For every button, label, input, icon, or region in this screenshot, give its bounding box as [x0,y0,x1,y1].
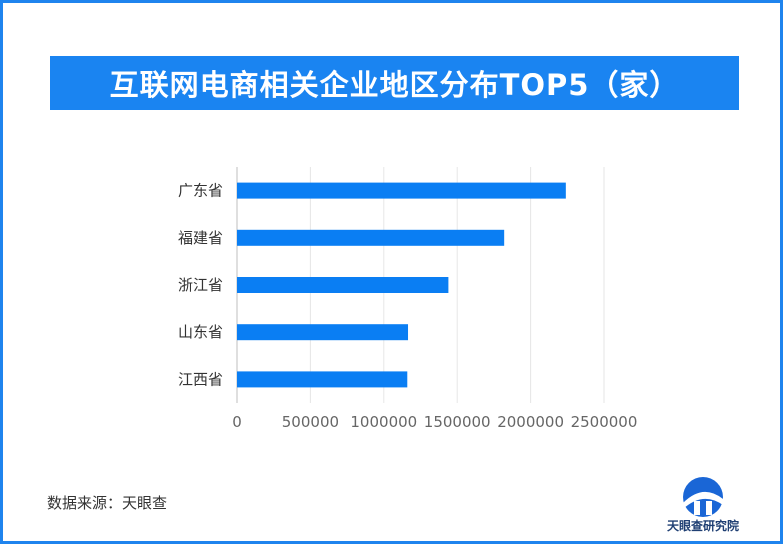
chart-title: 互联网电商相关企业地区分布TOP5（家） [50,56,739,110]
data-source: 数据来源：天眼查 [47,494,168,512]
tianyancha-logo-icon [683,477,723,517]
brand-logo: 天眼查研究院 [658,473,748,537]
bar-1 [237,229,505,246]
category-label: 浙江省 [178,276,223,294]
bar-4 [237,371,408,388]
x-tick-label: 2000000 [497,413,564,431]
x-tick-label: 1000000 [350,413,417,431]
logo-text: 天眼查研究院 [666,519,739,533]
category-label: 广东省 [178,182,223,200]
bar-3 [237,324,409,341]
x-tick-label: 1500000 [424,413,491,431]
x-tick-label: 2500000 [571,413,638,431]
bar-chart: 0 500000 1000000 1500000 2000000 2500000 广东省福建… [178,167,638,431]
x-tick-label: 0 [232,413,242,431]
bar-0 [237,182,566,199]
category-label: 江西省 [178,370,223,388]
category-label: 福建省 [178,229,223,247]
category-label: 山东省 [178,323,223,341]
x-tick-label: 500000 [282,413,339,431]
bar-2 [237,277,449,293]
